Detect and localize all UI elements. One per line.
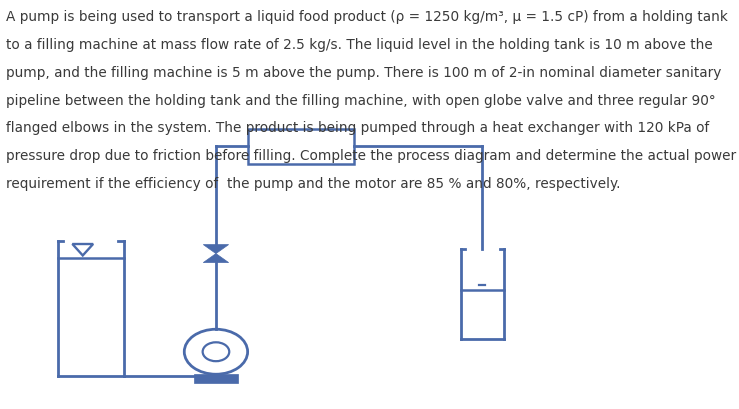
Text: A pump is being used to transport a liquid food product (ρ = 1250 kg/m³, μ = 1.5: A pump is being used to transport a liqu…	[6, 10, 728, 24]
Text: requirement if the efficiency of  the pump and the motor are 85 % and 80%, respe: requirement if the efficiency of the pum…	[6, 177, 620, 191]
Circle shape	[184, 329, 248, 374]
Bar	[248, 129, 354, 164]
Polygon shape	[203, 254, 228, 263]
Bar	[194, 374, 237, 383]
Text: to a filling machine at mass flow rate of 2.5 kg/s. The liquid level in the hold: to a filling machine at mass flow rate o…	[6, 38, 712, 52]
Text: pump, and the filling machine is 5 m above the pump. There is 100 m of 2-in nomi: pump, and the filling machine is 5 m abo…	[6, 66, 721, 80]
Text: pipeline between the holding tank and the filling machine, with open globe valve: pipeline between the holding tank and th…	[6, 94, 715, 108]
Text: flanged elbows in the system. The product is being pumped through a heat exchang: flanged elbows in the system. The produc…	[6, 121, 709, 135]
Text: pressure drop due to friction before filling. Complete the process diagram and d: pressure drop due to friction before fil…	[6, 149, 736, 163]
Polygon shape	[203, 245, 228, 254]
